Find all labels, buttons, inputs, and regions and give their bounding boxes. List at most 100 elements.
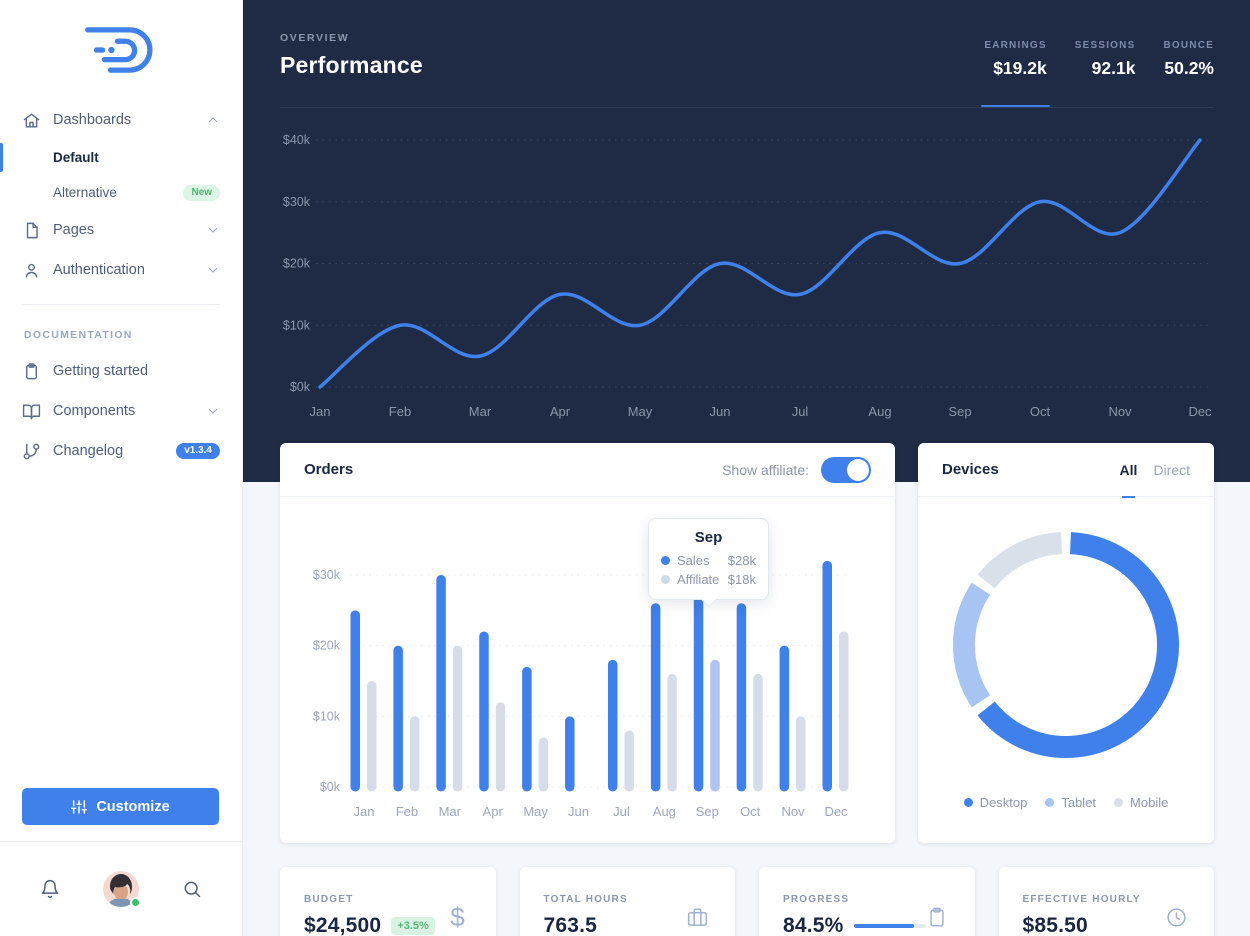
kpi-change-badge: +3.5% bbox=[391, 917, 435, 935]
sidebar-item-pages[interactable]: Pages bbox=[0, 210, 242, 250]
user-icon bbox=[22, 261, 41, 280]
devices-donut-chart bbox=[918, 521, 1214, 769]
briefcase-icon bbox=[685, 905, 709, 929]
sidebar-item-label: Dashboards bbox=[53, 112, 132, 128]
customize-label: Customize bbox=[96, 798, 170, 815]
kpi-card-budget: BUDGET $24,500 +3.5% $ bbox=[280, 867, 496, 936]
legend-label: Tablet bbox=[1061, 795, 1097, 810]
svg-text:Apr: Apr bbox=[483, 804, 504, 819]
tab-direct[interactable]: Direct bbox=[1153, 461, 1190, 478]
overview-eyebrow: OVERVIEW bbox=[280, 32, 350, 44]
svg-text:Jun: Jun bbox=[568, 804, 589, 819]
kpi-label: PROGRESS bbox=[783, 894, 850, 905]
svg-text:Nov: Nov bbox=[1108, 404, 1132, 419]
sidebar-subitem-default[interactable]: Default bbox=[0, 140, 242, 175]
tab-all[interactable]: All bbox=[1120, 443, 1137, 498]
svg-text:Jun: Jun bbox=[710, 404, 731, 419]
devices-card: Devices All Direct Desktop Tablet Mobile bbox=[918, 443, 1214, 843]
sidebar-subitem-alternative[interactable]: Alternative New bbox=[0, 175, 242, 210]
legend-desktop: Desktop bbox=[963, 795, 1028, 810]
sidebar-footer bbox=[0, 841, 242, 936]
kpi-value: $85.50 bbox=[1022, 914, 1088, 936]
svg-text:$10k: $10k bbox=[313, 709, 341, 723]
svg-text:Aug: Aug bbox=[653, 804, 676, 819]
hero-stat-earnings[interactable]: EARNINGS $19.2k bbox=[981, 40, 1051, 107]
stat-value: 92.1k bbox=[1091, 58, 1136, 78]
kpi-value: 763.5 bbox=[543, 914, 598, 936]
clock-icon bbox=[1164, 905, 1188, 929]
svg-text:Feb: Feb bbox=[396, 804, 418, 819]
clipboard-icon bbox=[22, 362, 41, 381]
svg-text:Feb: Feb bbox=[389, 404, 411, 419]
sidebar-item-components[interactable]: Components bbox=[0, 391, 242, 431]
legend-label: Desktop bbox=[979, 795, 1028, 810]
svg-text:Dec: Dec bbox=[1188, 404, 1212, 419]
orders-bar-chart: $0k $10k $20k $30k Jan Feb Mar Apr May Jun Jul Aug S… bbox=[280, 497, 895, 846]
clipboard-icon bbox=[925, 905, 949, 929]
sidebar-divider bbox=[22, 304, 220, 305]
tooltip-series-value: $28k bbox=[727, 553, 756, 568]
sidebar-item-authentication[interactable]: Authentication bbox=[0, 250, 242, 290]
badge-new: New bbox=[183, 184, 220, 201]
customize-button[interactable]: Customize bbox=[22, 788, 219, 825]
svg-text:$40k: $40k bbox=[283, 133, 311, 147]
kpi-value: $24,500 bbox=[304, 914, 382, 936]
legend-dot bbox=[1114, 798, 1124, 807]
avatar[interactable] bbox=[103, 871, 141, 908]
main-area: OVERVIEW Performance EARNINGS $19.2k SESSI… bbox=[243, 0, 1250, 936]
svg-text:Sep: Sep bbox=[696, 804, 719, 819]
svg-text:Sep: Sep bbox=[948, 404, 971, 419]
svg-text:$20k: $20k bbox=[313, 639, 341, 653]
performance-line-chart: $0k $10k $20k $30k $40k Jan Feb Mar Apr May Jun Jul… bbox=[243, 108, 1250, 435]
tooltip-row-affiliate: Affiliate $18k bbox=[661, 572, 756, 587]
sidebar-item-label: Pages bbox=[53, 222, 95, 238]
svg-text:$10k: $10k bbox=[283, 318, 311, 332]
orders-card: Orders Show affiliate: $0k $10k $20k $30k Ja… bbox=[280, 443, 895, 843]
sidebar-item-changelog[interactable]: Changelog v1.3.4 bbox=[0, 431, 242, 471]
chevron-down-icon bbox=[206, 223, 220, 237]
svg-text:$30k: $30k bbox=[283, 195, 311, 209]
sidebar-subitem-label: Alternative bbox=[53, 185, 117, 200]
logo-icon bbox=[85, 27, 153, 73]
brand-logo[interactable] bbox=[0, 0, 242, 100]
kpi-label: TOTAL HOURS bbox=[543, 894, 628, 905]
dollar-icon: $ bbox=[450, 902, 465, 932]
kpi-label: EFFECTIVE HOURLY bbox=[1022, 894, 1141, 905]
svg-text:Jan: Jan bbox=[310, 404, 331, 419]
svg-text:Mar: Mar bbox=[439, 804, 462, 819]
kpi-value-row: 763.5 bbox=[544, 914, 712, 936]
kpi-value-row: $85.50 bbox=[1023, 914, 1191, 936]
search-icon[interactable] bbox=[182, 879, 202, 899]
stat-value: $19.2k bbox=[993, 58, 1047, 78]
tooltip-series-value: $18k bbox=[727, 572, 756, 587]
sidebar-subitem-label: Default bbox=[53, 150, 99, 165]
tooltip-series-name: Sales bbox=[677, 553, 710, 568]
sidebar-section-label: DOCUMENTATION bbox=[24, 329, 133, 341]
bell-icon[interactable] bbox=[40, 879, 60, 899]
toggle-knob bbox=[847, 458, 869, 481]
sidebar-item-dashboards[interactable]: Dashboards bbox=[0, 100, 242, 140]
sidebar-item-label: Getting started bbox=[53, 363, 149, 379]
kpi-progress-fill bbox=[853, 924, 915, 928]
legend-mobile: Mobile bbox=[1114, 795, 1168, 810]
page-title: Performance bbox=[280, 52, 423, 78]
chevron-down-icon bbox=[206, 404, 220, 418]
hero-stats: EARNINGS $19.2k SESSIONS 92.1k BOUNCE 50.2% bbox=[981, 0, 1214, 107]
hero-stat-sessions[interactable]: SESSIONS 92.1k bbox=[1075, 40, 1136, 107]
legend-dot bbox=[963, 798, 973, 807]
sidebar-nav: Dashboards Default Alternative New Pages Auth… bbox=[0, 100, 242, 471]
sidebar-item-getting-started[interactable]: Getting started bbox=[0, 351, 242, 391]
sliders-icon bbox=[71, 799, 88, 815]
badge-v1.3.4: v1.3.4 bbox=[176, 443, 220, 459]
svg-text:Dec: Dec bbox=[824, 804, 848, 819]
svg-text:Jul: Jul bbox=[613, 804, 630, 819]
kpi-progress-bar bbox=[853, 924, 926, 928]
kpi-value: 84.5% bbox=[783, 914, 844, 936]
stat-label: BOUNCE bbox=[1163, 40, 1214, 51]
svg-text:Nov: Nov bbox=[782, 804, 806, 819]
sidebar-item-label: Components bbox=[53, 403, 136, 419]
hero-stat-bounce[interactable]: BOUNCE 50.2% bbox=[1163, 40, 1214, 107]
svg-text:$0k: $0k bbox=[320, 780, 341, 794]
online-status-dot bbox=[130, 897, 141, 908]
show-affiliate-toggle[interactable] bbox=[821, 456, 871, 483]
